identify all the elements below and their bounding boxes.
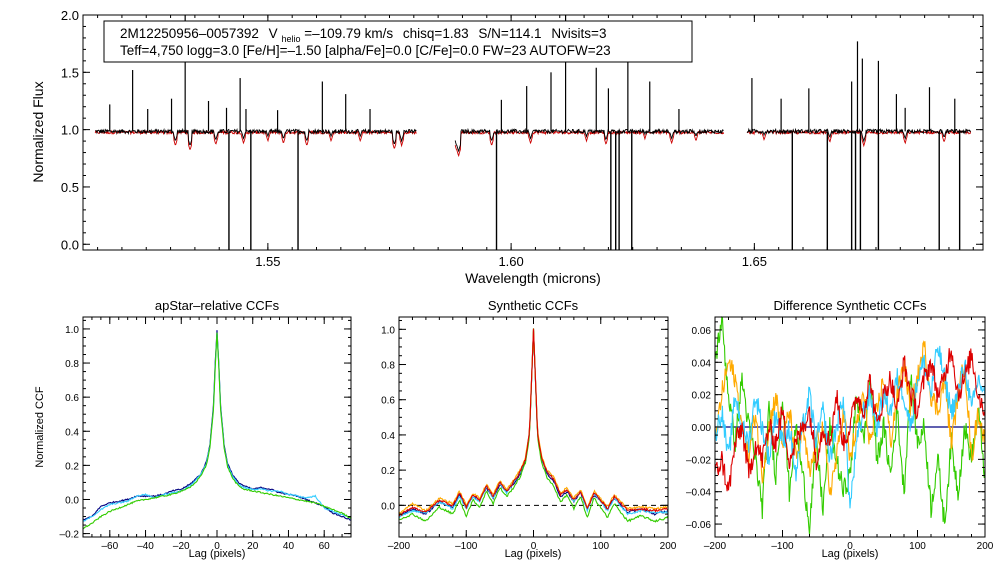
y-tick-label: 2.0 <box>61 8 79 23</box>
y-tick-label: 1.5 <box>61 65 79 80</box>
x-tick-label: 1.55 <box>255 254 280 269</box>
ccf-line-red <box>398 328 669 517</box>
x-tick-label: 1.60 <box>498 254 523 269</box>
x-tick-label: –40 <box>137 541 154 552</box>
y-tick-label: 0.2 <box>65 461 79 472</box>
spectrum-info-box: 2M12250956–0057392 V helio =–109.79 km/s… <box>103 20 693 63</box>
y-tick-label: 0.0 <box>381 501 395 512</box>
x-tick-label: 60 <box>319 541 331 552</box>
x-tick-label: –200 <box>704 541 727 552</box>
synthetic-ccf-plot-frame <box>398 316 669 538</box>
y-tick-label: 0.02 <box>692 391 712 402</box>
ccf-line-red <box>714 348 986 492</box>
model-spectrum-segment <box>454 129 725 158</box>
apstar-ccf-ticks: –60 –40 –20 0 20 40 60 –0.2 0.0 0.2 0.4 0.6 0.8 1.0 <box>60 317 352 552</box>
x-tick-label: 0 <box>214 541 220 552</box>
difference-ccf-x-axis-label: Lag (pixels) <box>822 548 879 560</box>
ccf-line-green <box>398 328 669 523</box>
x-tick-label: –20 <box>173 541 190 552</box>
apstar-ccf-panel: –60 –40 –20 0 20 40 60 –0.2 0.0 0.2 0.4 0.6 0.8 1.0 a… <box>34 298 352 560</box>
apstar-ccf-title: apStar–relative CCFs <box>155 298 280 313</box>
apstar-ccf-series <box>82 330 352 530</box>
observed-spectrum-segment <box>746 127 971 143</box>
y-tick-label: –0.2 <box>60 530 80 541</box>
y-tick-label: –0.02 <box>686 455 711 466</box>
ccf-line-cyan <box>82 332 352 522</box>
synthetic-ccf-series <box>398 328 669 523</box>
x-tick-label: 0 <box>847 541 853 552</box>
apstar-ccf-plot-frame <box>82 316 352 538</box>
info-chisq: chisq=1.83 <box>403 26 469 41</box>
spectrum-panel: 1.55 1.60 1.65 0.0 0.5 1.0 1.5 2.0 Wavelength (… <box>30 8 984 286</box>
ccf-line-green <box>82 332 352 530</box>
observed-spectrum-segment <box>95 127 417 146</box>
y-tick-label: 0.00 <box>692 423 712 434</box>
difference-ccf-panel: –200 –100 0 100 200 –0.06 –0.04 –0.02 0.00 0.02 0.… <box>686 298 994 560</box>
model-spectrum-segment <box>94 129 417 150</box>
y-tick-label: 0.4 <box>381 431 395 442</box>
y-tick-label: –0.04 <box>686 488 711 499</box>
y-tick-label: 0.0 <box>61 237 79 252</box>
y-tick-label: 0.8 <box>381 361 395 372</box>
spectrum-ticks: 1.55 1.60 1.65 0.0 0.5 1.0 1.5 2.0 <box>61 8 983 269</box>
y-tick-label: 0.5 <box>61 180 79 195</box>
difference-ccf-ticks: –200 –100 0 100 200 –0.06 –0.04 –0.02 0.00 0.02 0.… <box>686 317 994 552</box>
y-tick-label: 0.4 <box>65 427 79 438</box>
x-tick-label: –100 <box>771 541 794 552</box>
synthetic-ccf-ticks: –200 –100 0 100 200 0.0 0.2 0.4 0.6 0.8 1.0 <box>381 317 677 552</box>
difference-ccf-title: Difference Synthetic CCFs <box>774 298 927 313</box>
x-tick-label: 100 <box>909 541 926 552</box>
ccf-line-cyan <box>398 329 669 519</box>
info-line-2: Teff=4,750 logg=3.0 [Fe/H]=–1.50 [alpha/… <box>120 43 611 58</box>
info-v-value: =–109.79 km/s <box>304 26 393 41</box>
model-spectrum-series <box>94 129 972 158</box>
x-tick-label: 200 <box>977 541 994 552</box>
synthetic-ccf-panel: –200 –100 0 100 200 0.0 0.2 0.4 0.6 0.8 1.0 Synthe… <box>381 298 677 560</box>
spectrum-plot-frame <box>82 14 984 251</box>
x-tick-label: –60 <box>101 541 118 552</box>
y-tick-label: 0.6 <box>381 396 395 407</box>
y-tick-label: 0.0 <box>65 495 79 506</box>
x-tick-label: 40 <box>283 541 295 552</box>
y-tick-label: 1.0 <box>381 325 395 336</box>
info-snr: S/N=114.1 <box>478 26 541 41</box>
synthetic-ccf-title: Synthetic CCFs <box>488 298 579 313</box>
ccf-line-orange <box>714 340 986 496</box>
info-v-label: V <box>269 26 278 41</box>
ccf-line-navy <box>398 330 669 517</box>
info-star-id: 2M12250956–0057392 <box>120 26 259 41</box>
synthetic-ccf-x-axis-label: Lag (pixels) <box>505 548 562 560</box>
info-nvisits: Nvisits=3 <box>551 26 606 41</box>
x-tick-label: –200 <box>388 541 411 552</box>
ccf-line-green <box>714 316 986 535</box>
difference-ccf-series <box>714 316 986 535</box>
x-tick-label: 0 <box>531 541 537 552</box>
apstar-ccf-x-axis-label: Lag (pixels) <box>189 548 246 560</box>
y-tick-label: 0.06 <box>692 326 712 337</box>
y-tick-label: 0.04 <box>692 358 712 369</box>
ccf-line-navy <box>82 330 352 521</box>
y-tick-label: 1.0 <box>61 123 79 138</box>
x-tick-label: –100 <box>455 541 478 552</box>
spectrum-y-axis-label: Normalized Flux <box>30 81 46 182</box>
y-tick-label: 1.0 <box>65 325 79 336</box>
info-v-subscript: helio <box>281 34 300 44</box>
y-tick-label: 0.6 <box>65 393 79 404</box>
x-tick-label: 1.65 <box>742 254 767 269</box>
x-tick-label: 200 <box>660 541 677 552</box>
y-tick-label: 0.8 <box>65 359 79 370</box>
y-tick-label: 0.2 <box>381 466 395 477</box>
ccf-line-cyan <box>714 345 986 509</box>
ccf-line-orange <box>398 328 669 515</box>
x-tick-label: 100 <box>592 541 609 552</box>
spectrum-x-axis-label: Wavelength (microns) <box>465 270 601 286</box>
x-tick-label: 20 <box>247 541 259 552</box>
y-tick-label: –0.06 <box>686 520 711 531</box>
apstar-ccf-y-axis-label: Normalized CCF <box>34 386 46 468</box>
info-line-1: 2M12250956–0057392 V helio =–109.79 km/s… <box>120 26 606 45</box>
info-box-frame <box>103 20 693 63</box>
observed-spectrum-series <box>95 15 971 250</box>
